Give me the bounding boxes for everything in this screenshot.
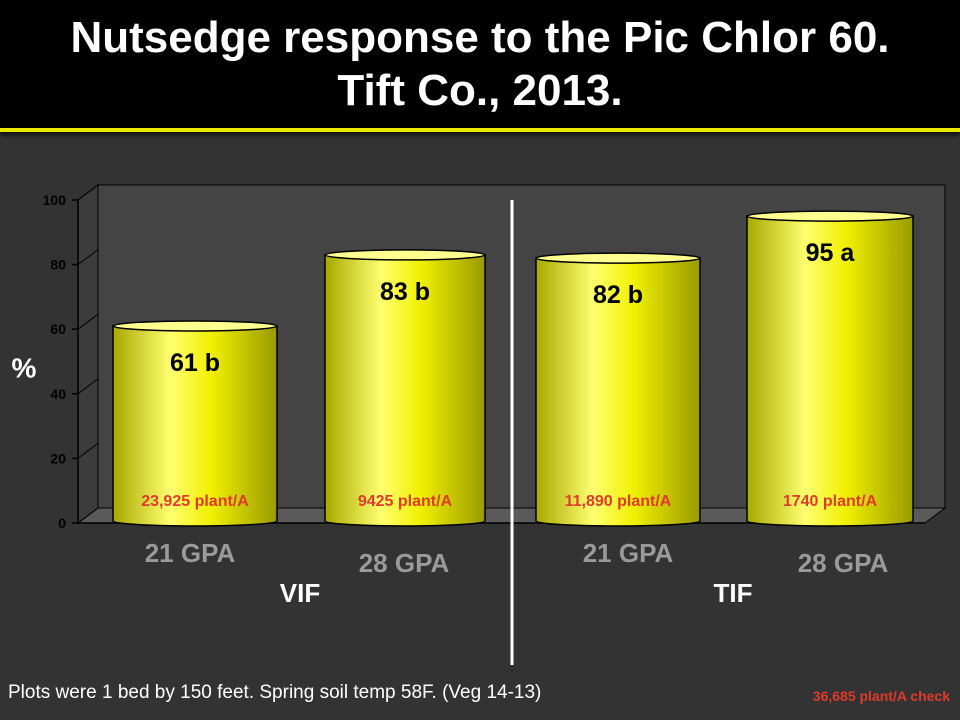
bar-top [324, 249, 486, 261]
group-label: TIF [714, 578, 753, 608]
category-label: 28 GPA [798, 548, 889, 578]
bar-top [746, 210, 914, 222]
bar-chart: 0 20 40 60 80 100% 61 b 23,925 plant/A 21 GPA 83 … [12, 184, 947, 665]
y-tick-diagonal [77, 249, 99, 265]
title-banner: Nutsedge response to the Pic Chlor 60. T… [0, 0, 960, 132]
bar [535, 257, 701, 527]
bar-top [535, 252, 701, 264]
footnote: Plots were 1 bed by 150 feet. Spring soi… [8, 682, 542, 703]
y-tick-label: 0 [58, 515, 66, 531]
value-label: 82 b [593, 281, 643, 309]
y-tick-diagonal [77, 378, 99, 395]
chart-title-line-1: Nutsedge response to the Pic Chlor 60. [70, 13, 890, 62]
y-tick-diagonal [77, 442, 99, 459]
category-label: 28 GPA [359, 548, 450, 578]
check-note: 36,685 plant/A check [812, 688, 950, 704]
y-tick-label: 40 [50, 386, 66, 402]
y-tick-diagonal [77, 507, 99, 524]
y-tick-label: 60 [50, 321, 66, 337]
plot-side-wall [77, 184, 99, 524]
y-tick-diagonal [77, 313, 99, 330]
y-tick-label: 20 [50, 450, 66, 466]
value-label: 95 a [806, 239, 856, 267]
y-axis-label: % [12, 353, 37, 384]
bar [746, 215, 914, 527]
bar-top [112, 320, 278, 332]
value-label: 61 b [170, 349, 220, 377]
category-label: 21 GPA [583, 538, 674, 568]
plant-count-label: 23,925 plant/A [141, 493, 249, 510]
y-tick-label: 80 [50, 257, 66, 273]
category-label: 21 GPA [145, 538, 236, 568]
plant-count-label: 1740 plant/A [783, 493, 878, 510]
value-label: 83 b [380, 278, 430, 306]
group-label: VIF [280, 578, 320, 608]
plant-count-label: 11,890 plant/A [565, 493, 672, 510]
y-tick-diagonal [77, 184, 99, 201]
chart-title-line-2: Tift Co., 2013. [337, 66, 623, 115]
bar [112, 325, 278, 527]
plant-count-label: 9425 plant/A [358, 493, 453, 510]
y-tick-label: 100 [43, 192, 67, 208]
bar [324, 254, 486, 527]
